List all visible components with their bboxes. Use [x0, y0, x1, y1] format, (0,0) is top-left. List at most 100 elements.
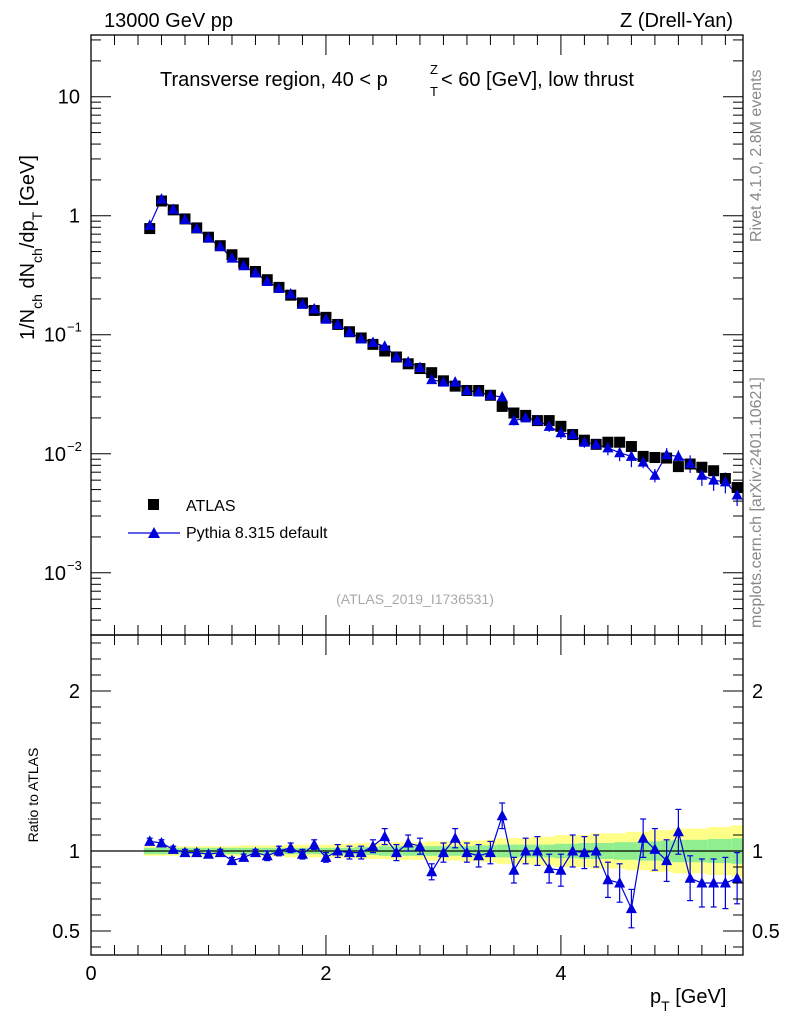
- ratio-data-point: [731, 872, 743, 883]
- main-frame: [90, 34, 744, 636]
- mc-data-point: [367, 336, 379, 348]
- mc-data-point: [461, 384, 473, 396]
- main-ytick-label: 10: [58, 87, 80, 109]
- ratio-data-point: [379, 830, 391, 842]
- mc-data-point: [238, 259, 250, 271]
- ratio-data-point: [167, 843, 179, 854]
- mc-data-point: [273, 282, 285, 293]
- mc-data-point: [649, 469, 661, 480]
- main-ytick-label: 10: [44, 563, 66, 585]
- ratio-data-point: [555, 864, 567, 875]
- mc-data-point: [167, 203, 179, 214]
- mc-data-point: [144, 219, 156, 230]
- mc-data-point: [555, 426, 567, 438]
- ratio-ytick-label: 2: [69, 681, 80, 703]
- mc-data-point: [179, 213, 191, 224]
- process-label: Z (Drell-Yan): [620, 10, 733, 32]
- ratio-data-point: [437, 846, 449, 858]
- mc-data-point: [567, 428, 579, 440]
- subtitle-sup: Z: [430, 62, 438, 77]
- ratio-data-point: [191, 846, 203, 858]
- mc-data-point: [672, 450, 684, 461]
- main-ylabel: 1/Nch dNch/dpT [GeV]: [17, 155, 45, 340]
- ratio-data-point: [578, 846, 590, 858]
- atlas-data-point: [379, 345, 391, 357]
- ratio-data-point: [637, 832, 649, 843]
- ratio-data-point: [179, 846, 191, 858]
- atlas-data-point: [496, 400, 508, 412]
- ratio-data-point: [261, 849, 273, 861]
- ratio-data-point: [426, 865, 438, 877]
- ratio-ytick-label-right: 1: [752, 841, 763, 863]
- main-ytick-exponent: −2: [67, 439, 82, 454]
- ratio-data-point: [708, 877, 720, 888]
- ratio-data-point: [214, 846, 226, 858]
- mc-data-point: [531, 414, 543, 426]
- ratio-frame: [90, 634, 744, 956]
- ratio-data-point: [402, 837, 414, 848]
- atlas-data-point: [672, 461, 684, 473]
- ratio-data-point: [649, 843, 661, 854]
- atlas-data-point: [625, 441, 637, 453]
- main-ytick-label: 10: [44, 325, 66, 347]
- ratio-data-point: [332, 845, 344, 856]
- legend-mc-label: Pythia 8.315 default: [186, 525, 328, 542]
- ratio-data-point: [144, 835, 156, 846]
- atlas-data-point: [696, 461, 708, 473]
- mc-data-point: [202, 231, 214, 243]
- ratio-data-point: [155, 837, 167, 848]
- main-ytick-label: 10: [44, 444, 66, 466]
- legend-data-marker: [148, 499, 159, 510]
- ratio-xtick-label: 2: [320, 963, 331, 985]
- legend-data-label: ATLAS: [186, 498, 236, 515]
- atlas-data-point: [708, 465, 720, 477]
- mcplots-label: mcplots.cern.ch [arXiv:2401.10621]: [748, 377, 765, 628]
- main-ytick-label: 1: [69, 206, 80, 228]
- ratio-data-point: [719, 877, 731, 888]
- rivet-version-label: Rivet 4.1.0, 2.8M events: [748, 69, 765, 242]
- ratio-data-point: [531, 845, 543, 856]
- ratio-data-point: [226, 854, 238, 866]
- ratio-ytick-label: 0.5: [52, 921, 80, 943]
- ratio-data-point: [296, 848, 308, 859]
- mc-data-point: [343, 326, 355, 337]
- mc-data-point: [719, 475, 731, 487]
- ratio-data-point: [273, 845, 285, 856]
- mc-data-point: [731, 489, 743, 500]
- ratio-ytick-label: 1: [69, 841, 80, 863]
- ratio-data-point: [449, 832, 461, 843]
- mc-data-point: [684, 457, 696, 468]
- atlas-data-point: [614, 436, 626, 448]
- mc-data-point: [308, 302, 320, 314]
- mc-data-point: [543, 420, 555, 431]
- ratio-data-point: [496, 809, 508, 821]
- mc-data-point: [426, 373, 438, 385]
- legend-mc-marker: [148, 527, 160, 538]
- ratio-data-point: [238, 851, 250, 862]
- mc-data-point: [155, 193, 167, 204]
- atlas-data-point: [731, 482, 743, 494]
- mc-data-point: [484, 389, 496, 400]
- ratio-data-point: [285, 841, 297, 853]
- mc-data-point: [332, 318, 344, 329]
- atlas-data-point: [649, 452, 661, 464]
- mc-data-point: [520, 411, 532, 423]
- ratio-data-point: [320, 851, 332, 862]
- main-ytick-exponent: −3: [67, 558, 82, 573]
- ratio-ylabel: Ratio to ATLAS: [25, 748, 41, 843]
- legend: ATLAS Pythia 8.315 default: [128, 498, 328, 542]
- analysis-tag: (ATLAS_2019_I1736531): [336, 591, 494, 607]
- mc-data-point: [637, 456, 649, 467]
- ratio-data-point: [602, 873, 614, 885]
- mc-data-point: [390, 351, 402, 362]
- mc-data-point: [402, 356, 414, 367]
- ratio-data-point: [461, 846, 473, 858]
- ratio-ytick-label-right: 0.5: [752, 921, 780, 943]
- ratio-xlabel: pT [GeV]: [650, 986, 726, 1014]
- ratio-data-point: [684, 872, 696, 883]
- atlas-data-point: [555, 420, 567, 432]
- main-ytick-exponent: −1: [67, 320, 82, 335]
- mc-data-point: [625, 450, 637, 461]
